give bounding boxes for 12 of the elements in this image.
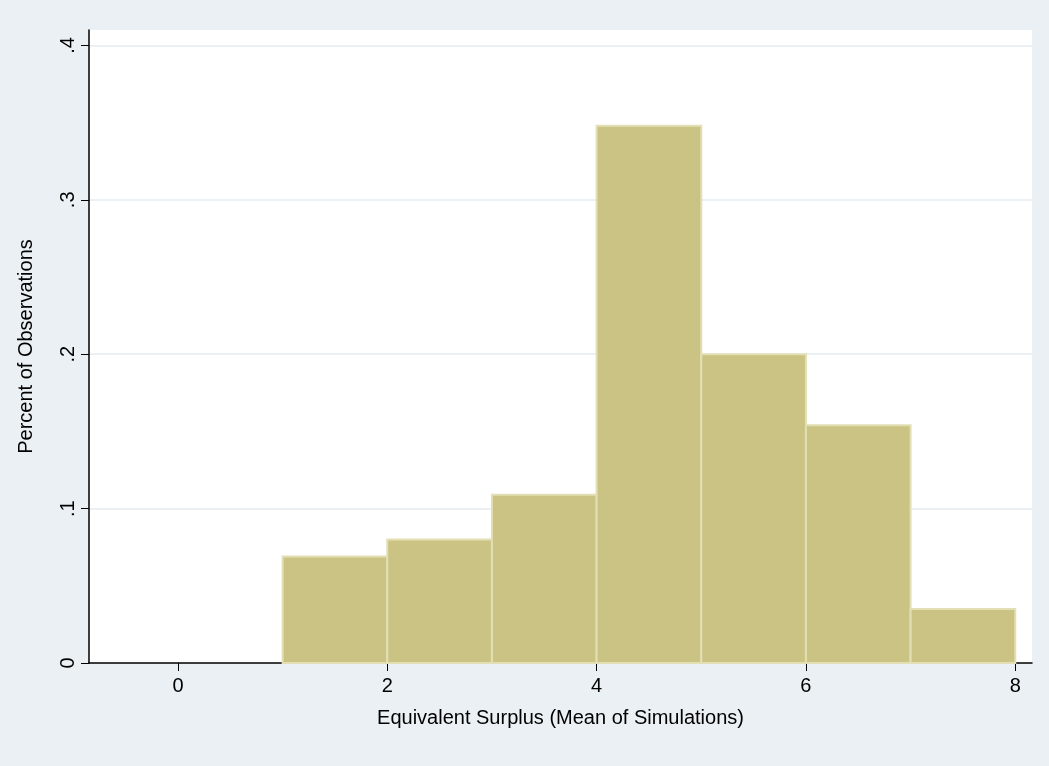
y-tick-label: .4 <box>56 37 78 54</box>
y-tick-label: .2 <box>56 345 78 363</box>
x-tick-label: 8 <box>1009 674 1021 696</box>
y-tick-label: .3 <box>56 191 78 209</box>
x-tick-label: 0 <box>172 674 184 696</box>
y-tick-label: 0 <box>56 657 78 669</box>
x-axis-title: Equivalent Surplus (Mean of Simulations) <box>377 706 744 728</box>
x-tick-label: 6 <box>800 674 812 696</box>
x-tick-label: 2 <box>381 674 393 696</box>
x-tick-label: 4 <box>591 674 603 696</box>
y-axis-title: Percent of Observations <box>14 239 36 454</box>
y-tick-label: .1 <box>56 500 78 517</box>
